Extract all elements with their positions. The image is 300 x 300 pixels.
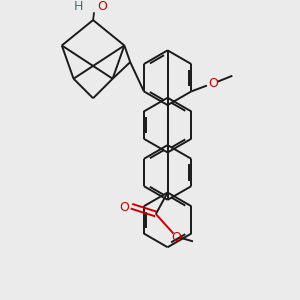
Text: O: O bbox=[120, 201, 130, 214]
Text: H: H bbox=[74, 0, 83, 13]
Text: O: O bbox=[171, 231, 181, 244]
Text: O: O bbox=[97, 0, 107, 13]
Text: O: O bbox=[208, 77, 218, 90]
